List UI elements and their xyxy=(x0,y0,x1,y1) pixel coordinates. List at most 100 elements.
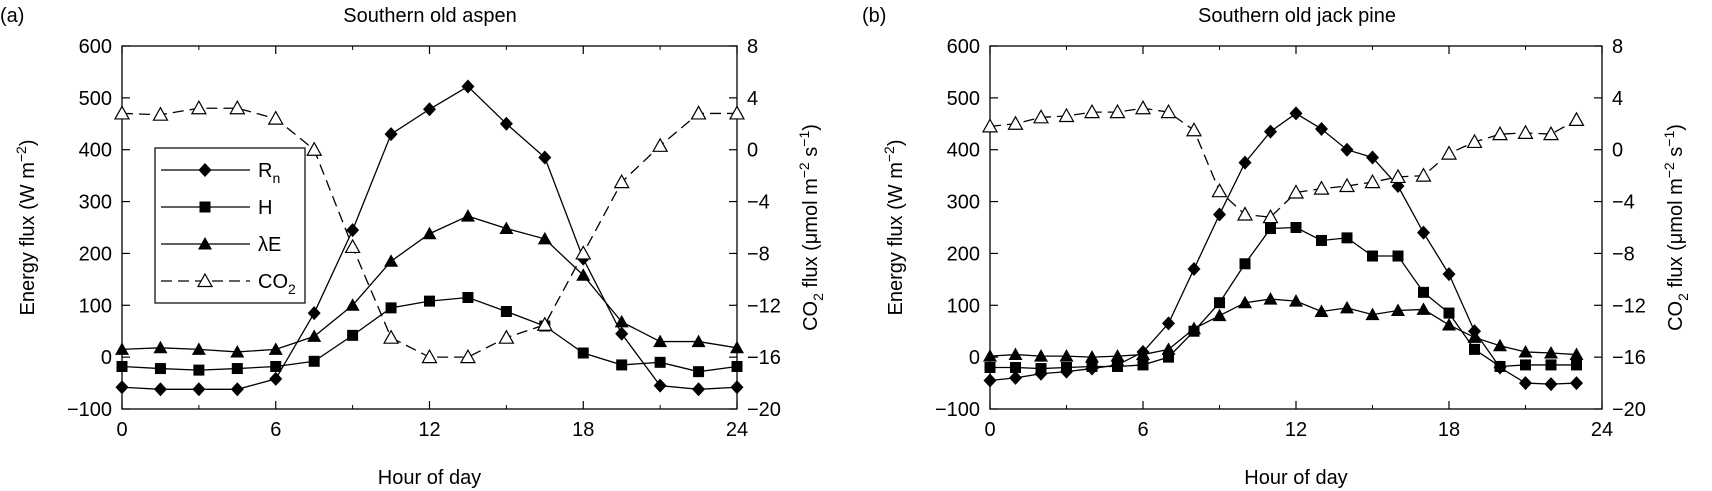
y-left-tick-label: 0 xyxy=(101,347,112,369)
series-point xyxy=(1212,308,1227,322)
series-line xyxy=(989,112,1577,385)
y-right-tick-label: −4 xyxy=(747,192,770,214)
series-point xyxy=(1491,125,1509,141)
series-0 xyxy=(983,106,1583,392)
y-left-tick-label: 200 xyxy=(947,243,980,265)
series-point xyxy=(613,173,630,189)
series-point xyxy=(1032,109,1050,124)
x-tick-label: 12 xyxy=(418,419,440,441)
legend-label-sub: n xyxy=(272,170,280,186)
series-point xyxy=(730,380,744,395)
series-point xyxy=(652,137,669,152)
series-point xyxy=(116,360,128,372)
series-point xyxy=(499,116,513,131)
x-tick-label: 0 xyxy=(984,419,995,441)
series-point xyxy=(384,127,398,142)
y-right-label-end: ) xyxy=(800,124,822,131)
series-point xyxy=(1289,294,1303,307)
series-point xyxy=(1542,125,1560,141)
y-right-tick-label: −8 xyxy=(747,243,770,265)
series-point xyxy=(1416,302,1431,315)
series-point xyxy=(1518,344,1533,358)
series-1 xyxy=(984,222,1582,375)
y-left-tick-label: −100 xyxy=(67,399,112,421)
series-point xyxy=(385,302,397,314)
series-point xyxy=(1365,307,1380,321)
legend-box xyxy=(154,147,306,304)
y-right-label-s: s xyxy=(1665,147,1687,163)
y-right-label-mid: flux (μmol m xyxy=(800,178,822,293)
y-right-tick-label: −20 xyxy=(1612,399,1646,421)
series-point xyxy=(730,340,744,354)
series-point xyxy=(307,329,322,342)
series-point xyxy=(306,141,323,156)
series-point xyxy=(1364,173,1381,189)
series-point xyxy=(1290,222,1302,233)
series-point xyxy=(270,360,282,372)
y-right-label-sub: 2 xyxy=(1675,293,1691,301)
series-point xyxy=(1238,295,1252,309)
series-point xyxy=(1239,258,1251,270)
y-right-label-mid: flux (μmol m xyxy=(1665,178,1687,293)
y-right-label-end: ) xyxy=(1665,124,1687,131)
series-line xyxy=(989,298,1577,358)
series-point xyxy=(1034,349,1048,362)
series-point xyxy=(192,382,206,397)
series-point xyxy=(536,316,553,331)
series-point xyxy=(1007,115,1024,130)
series-point xyxy=(190,100,207,115)
series-point xyxy=(1059,349,1074,362)
y-right-tick-label: −16 xyxy=(1612,347,1646,369)
series-point xyxy=(1469,343,1480,355)
y-left-label-text: Energy flux (W m xyxy=(885,162,907,315)
y-left-tick-label: 400 xyxy=(947,140,980,162)
series-point xyxy=(1010,362,1021,374)
series-2 xyxy=(115,209,744,358)
y-left-tick-label: 500 xyxy=(947,88,980,110)
y-right-label-sup2: −1 xyxy=(1661,131,1677,147)
series-point xyxy=(983,373,997,388)
legend-label: λE xyxy=(258,234,281,256)
series-point xyxy=(1415,167,1432,182)
series-point xyxy=(383,329,400,344)
series-3 xyxy=(981,100,1585,224)
x-axis-label: Hour of day xyxy=(1244,467,1347,489)
series-line xyxy=(990,226,1577,370)
y-left-label-end: ) xyxy=(17,140,39,147)
series-point xyxy=(229,100,246,115)
series-point xyxy=(1392,250,1404,262)
legend-label-sub: 2 xyxy=(288,281,296,297)
y-right-tick-label: −4 xyxy=(1612,192,1635,214)
series-point xyxy=(113,105,131,120)
y-left-tick-label: 300 xyxy=(947,192,980,214)
series-point xyxy=(692,382,706,397)
y-right-tick-label: 8 xyxy=(1612,36,1623,58)
x-tick-label: 6 xyxy=(270,419,281,441)
y-right-label-sub: 2 xyxy=(810,293,826,301)
y-right-label-text: CO xyxy=(800,301,822,331)
series-point xyxy=(1494,360,1506,372)
series-point xyxy=(1136,347,1150,361)
y-right-label-sup1: −2 xyxy=(796,162,812,178)
y-left-tick-label: 100 xyxy=(947,295,980,317)
series-point xyxy=(153,340,168,354)
series-point xyxy=(1466,133,1483,149)
legend-label-text: λE xyxy=(258,234,281,256)
series-point xyxy=(1083,103,1101,119)
y-left-axis-label: Energy flux (W m−2) xyxy=(881,140,907,316)
y-right-axis-label: CO2 flux (μmol m−2 s−1) xyxy=(1661,124,1691,331)
y-right-label-s: s xyxy=(800,147,822,163)
series-point xyxy=(422,226,437,240)
y-right-tick-label: −12 xyxy=(747,295,781,317)
series-point xyxy=(1238,155,1252,170)
series-point xyxy=(1236,206,1254,221)
y-left-label-sup: −2 xyxy=(881,146,897,162)
series-point xyxy=(1340,142,1354,157)
series-point xyxy=(1163,351,1174,363)
series-point xyxy=(1568,111,1585,126)
y-right-tick-label: −16 xyxy=(747,347,781,369)
series-point xyxy=(1467,330,1482,343)
legend-label: CO2 xyxy=(258,271,296,297)
